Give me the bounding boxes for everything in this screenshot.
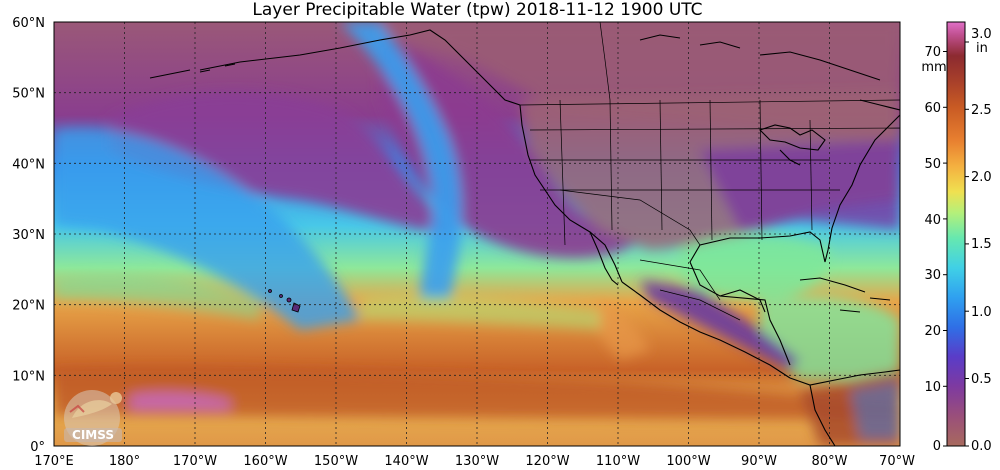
cimss-logo: CIMSS bbox=[64, 390, 122, 446]
lon-label: 170°E bbox=[34, 454, 74, 469]
lon-label: 70°W bbox=[879, 454, 915, 469]
colorbar-mm-label: 10 bbox=[924, 380, 941, 395]
colorbar-in-label: 3.0 bbox=[971, 27, 992, 42]
colorbar-in-label: 2.5 bbox=[971, 103, 992, 118]
lat-label: 40°N bbox=[12, 157, 45, 172]
colorbar-gradient bbox=[946, 21, 966, 447]
lon-label: 150°W bbox=[314, 454, 358, 469]
lon-label: 120°W bbox=[525, 454, 569, 469]
lon-label: 100°W bbox=[666, 454, 710, 469]
colorbar-in-label: 2.0 bbox=[971, 170, 992, 185]
logo-text: CIMSS bbox=[72, 428, 114, 442]
lat-label: 50°N bbox=[12, 87, 45, 102]
lat-label: 20°N bbox=[12, 299, 45, 314]
colorbar-mm-unit: mm bbox=[921, 60, 946, 75]
lat-label: 10°N bbox=[12, 369, 45, 384]
map-gridlines bbox=[54, 22, 900, 446]
lat-label: 30°N bbox=[12, 228, 45, 243]
lon-label: 180° bbox=[109, 454, 140, 469]
lon-label: 140°W bbox=[384, 454, 428, 469]
colorbar-in-label: 0.0 bbox=[971, 439, 992, 454]
lat-label: 0° bbox=[30, 440, 45, 455]
lon-label: 80°W bbox=[812, 454, 848, 469]
colorbar-mm-ticks: 70 60 50 40 30 20 10 0 mm bbox=[921, 45, 947, 454]
longitude-labels: 170°E 180° 170°W 160°W 150°W 140°W 130°W… bbox=[34, 454, 915, 469]
colorbar-mm-label: 0 bbox=[933, 439, 941, 454]
colorbar-in-unit: in bbox=[976, 41, 988, 56]
colorbar-mm-label: 50 bbox=[924, 157, 941, 172]
colorbar-in-ticks: 3.0 2.5 2.0 1.5 1.0 0.5 0.0 in bbox=[965, 27, 992, 454]
colorbar-mm-label: 30 bbox=[924, 268, 941, 283]
latitude-labels: 60°N 50°N 40°N 30°N 20°N 10°N 0° bbox=[12, 16, 45, 455]
colorbar-mm-label: 40 bbox=[924, 213, 941, 228]
colorbar: 70 60 50 40 30 20 10 0 mm 3.0 2.5 2.0 1.… bbox=[921, 21, 992, 454]
map-title: Layer Precipitable Water (tpw) 2018-11-1… bbox=[252, 0, 703, 20]
lat-label: 60°N bbox=[12, 16, 45, 31]
lon-label: 90°W bbox=[741, 454, 777, 469]
lon-label: 130°W bbox=[455, 454, 499, 469]
lon-label: 170°W bbox=[173, 454, 217, 469]
political-borders bbox=[519, 22, 900, 321]
colorbar-mm-label: 60 bbox=[924, 101, 941, 116]
lon-label: 160°W bbox=[243, 454, 287, 469]
colorbar-in-label: 1.0 bbox=[971, 305, 992, 320]
colorbar-mm-label: 70 bbox=[924, 45, 941, 60]
colorbar-in-label: 0.5 bbox=[971, 372, 992, 387]
colorbar-in-label: 1.5 bbox=[971, 237, 992, 252]
coastlines bbox=[149, 29, 900, 446]
lon-label: 110°W bbox=[596, 454, 640, 469]
colorbar-mm-label: 20 bbox=[924, 324, 941, 339]
map-frame bbox=[53, 21, 901, 447]
